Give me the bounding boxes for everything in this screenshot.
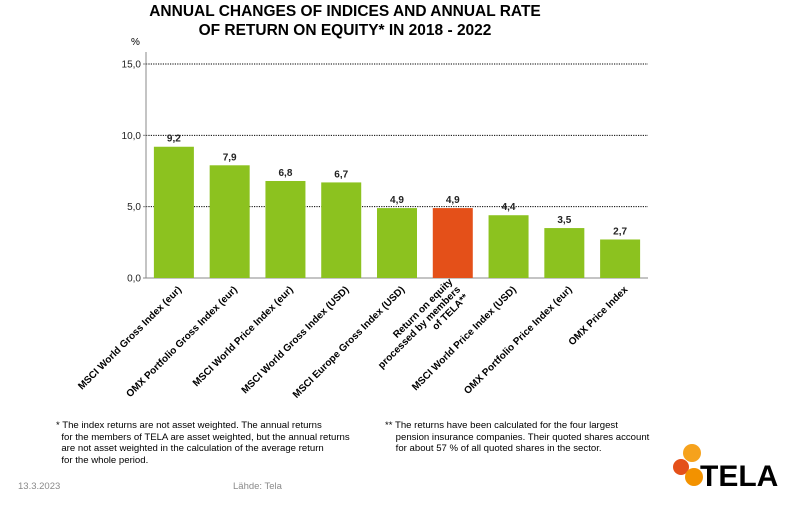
bar — [265, 180, 306, 278]
y-tick-label: 0,0 — [127, 274, 141, 285]
footnote-right: ** The returns have been calculated for … — [385, 420, 650, 455]
bar — [153, 146, 194, 278]
x-category-label-line: MSCI World Gross Index (USD) — [240, 284, 352, 396]
footer-source: Lähde: Tela — [233, 481, 282, 492]
bar-value-label: 4,9 — [390, 195, 404, 206]
bar — [600, 239, 641, 278]
chart-title-line-2: OF RETURN ON EQUITY* IN 2018 - 2022 — [198, 22, 492, 39]
bar — [488, 215, 529, 278]
logo-dot-bottom — [685, 468, 703, 486]
x-category-label: OMX Portfolio Gross Index (eur) — [124, 284, 239, 399]
bar — [209, 165, 250, 278]
logo-dot-left — [673, 459, 689, 475]
x-category-label: MSCI Europe Gross Index (USD) — [291, 284, 407, 400]
tela-logo-text: TELA — [700, 460, 779, 493]
y-tick-label: 15,0 — [122, 60, 142, 71]
x-category-label-line: MSCI Europe Gross Index (USD) — [291, 284, 407, 400]
chart-title: ANNUAL CHANGES OF INDICES AND ANNUAL RAT… — [0, 2, 690, 40]
bar-value-label: 6,8 — [278, 168, 292, 179]
bar — [432, 208, 473, 278]
x-category-label: MSCI World Gross Index (eur) — [76, 284, 184, 392]
tela-logo-mark — [673, 444, 703, 486]
bar-value-label: 2,7 — [613, 226, 627, 237]
x-category-label: MSCI World Price Index (eur) — [191, 284, 296, 389]
bar — [544, 228, 585, 278]
x-category-label: MSCI World Gross Index (USD) — [240, 284, 352, 396]
bar-value-label: 4,4 — [502, 202, 516, 213]
x-category-label-line: MSCI World Price Index (eur) — [191, 284, 296, 389]
bar-chart: % 0,0 5,0 10,0 15,0 9,2 MSCI World Gross Index… — [76, 37, 648, 401]
y-tick-label: 10,0 — [122, 131, 142, 142]
x-category-label: OMX Portfolio Price Index (eur) — [462, 284, 574, 396]
x-category-label-line: MSCI World Gross Index (eur) — [76, 284, 184, 392]
x-category-label: OMX Price Index — [567, 284, 631, 348]
footer-date: 13.3.2023 — [18, 481, 61, 492]
footnote-left: * The index returns are not asset weight… — [56, 420, 350, 466]
chart-title-line-1: ANNUAL CHANGES OF INDICES AND ANNUAL RAT… — [149, 3, 541, 20]
y-tick-label: 5,0 — [127, 202, 141, 213]
bar-value-label: 7,9 — [223, 152, 237, 163]
bar-value-label: 9,2 — [167, 134, 181, 145]
x-category-label-line: OMX Portfolio Price Index (eur) — [462, 284, 574, 396]
y-axis-unit-label: % — [131, 37, 140, 48]
bar — [321, 182, 362, 278]
x-category-label-line: OMX Portfolio Gross Index (eur) — [124, 284, 239, 399]
logo-dot-top — [683, 444, 701, 462]
bar-value-label: 3,5 — [557, 215, 571, 226]
bar-value-label: 4,9 — [446, 195, 460, 206]
bar-value-label: 6,7 — [334, 169, 348, 180]
bar — [377, 208, 417, 278]
x-category-label: Return on equityprocessed by membersof T… — [368, 276, 471, 379]
x-category-label-line: OMX Price Index — [567, 284, 631, 348]
tela-logo: TELA — [668, 440, 778, 496]
